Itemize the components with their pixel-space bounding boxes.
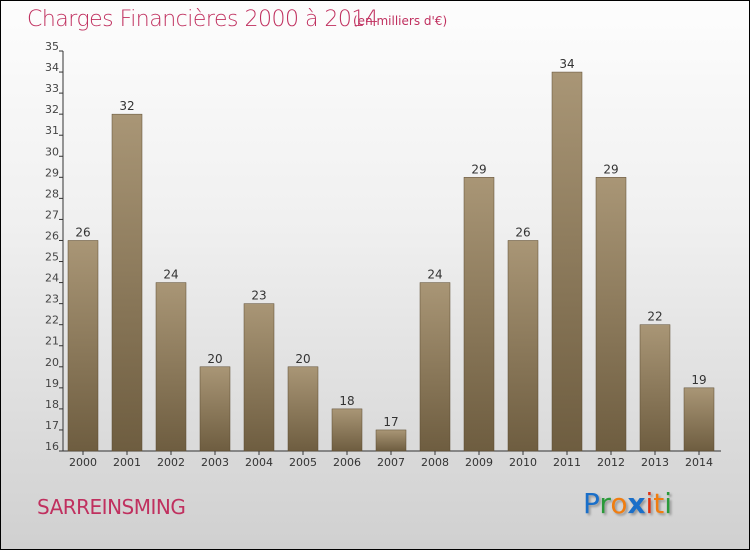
data-label: 23: [251, 289, 266, 303]
y-tick-label: 24: [45, 272, 59, 285]
bar-2010: [507, 240, 539, 452]
x-tick-label: 2000: [69, 456, 97, 469]
x-tick-label: 2003: [201, 456, 229, 469]
y-tick-label: 35: [45, 40, 59, 53]
bar-2003: [199, 366, 231, 452]
data-label: 29: [471, 162, 486, 176]
bar-2002: [155, 282, 187, 452]
data-label: 34: [559, 57, 574, 71]
data-label: 22: [647, 310, 662, 324]
y-tick-label: 19: [45, 377, 59, 390]
y-tick-label: 26: [45, 229, 59, 242]
data-label: 32: [119, 99, 134, 113]
bar-2009: [463, 177, 495, 452]
x-tick-label: 2008: [421, 456, 449, 469]
y-tick-label: 28: [45, 187, 59, 200]
data-label: 24: [163, 268, 178, 282]
y-tick-label: 20: [45, 356, 59, 369]
data-label: 29: [603, 162, 618, 176]
x-tick-label: 2002: [157, 456, 185, 469]
y-tick-label: 16: [45, 440, 59, 453]
y-tick-label: 18: [45, 398, 59, 411]
x-tick-label: 2004: [245, 456, 273, 469]
chart-title: Charges Financières 2000 à 2014: [27, 7, 379, 32]
y-tick-label: 21: [45, 335, 59, 348]
x-tick-label: 2006: [333, 456, 361, 469]
y-tick-label: 32: [45, 103, 59, 116]
bar-2001: [111, 113, 143, 452]
x-tick-label: 2013: [641, 456, 669, 469]
bar-2004: [243, 303, 275, 452]
x-tick-label: 2001: [113, 456, 141, 469]
y-tick-label: 17: [45, 419, 59, 432]
city-name: SARREINSMING: [37, 495, 186, 519]
bar-2007: [375, 429, 407, 452]
bar-2008: [419, 282, 451, 452]
y-tick-label: 29: [45, 166, 59, 179]
bar-2012: [595, 177, 627, 452]
bar-2011: [551, 71, 583, 452]
x-tick-label: 2009: [465, 456, 493, 469]
y-tick-label: 23: [45, 293, 59, 306]
data-label: 18: [339, 394, 354, 408]
y-tick-label: 22: [45, 314, 59, 327]
x-tick-label: 2005: [289, 456, 317, 469]
bar-2014: [683, 387, 715, 452]
y-tick-label: 25: [45, 251, 59, 264]
bar-2006: [331, 408, 363, 452]
data-label: 26: [75, 225, 90, 239]
x-tick-label: 2010: [509, 456, 537, 469]
y-tick-label: 31: [45, 124, 59, 137]
bar-2000: [67, 240, 99, 452]
y-tick-label: 30: [45, 145, 59, 158]
y-tick-label: 34: [45, 61, 59, 74]
bar-2013: [639, 324, 671, 452]
data-label: 26: [515, 225, 530, 239]
bar-2005: [287, 366, 319, 452]
y-tick-label: 33: [45, 82, 59, 95]
data-label: 20: [207, 352, 222, 366]
data-label: 19: [691, 373, 706, 387]
x-tick-label: 2012: [597, 456, 625, 469]
chart-subtitle: (en milliers d'€): [353, 14, 448, 28]
data-label: 17: [383, 415, 398, 429]
x-tick-label: 2014: [685, 456, 713, 469]
data-label: 20: [295, 352, 310, 366]
y-tick-label: 27: [45, 208, 59, 221]
data-label: 24: [427, 268, 442, 282]
x-tick-label: 2011: [553, 456, 581, 469]
proxiti-logo[interactable]: Proxiti: [583, 487, 673, 520]
x-tick-label: 2007: [377, 456, 405, 469]
